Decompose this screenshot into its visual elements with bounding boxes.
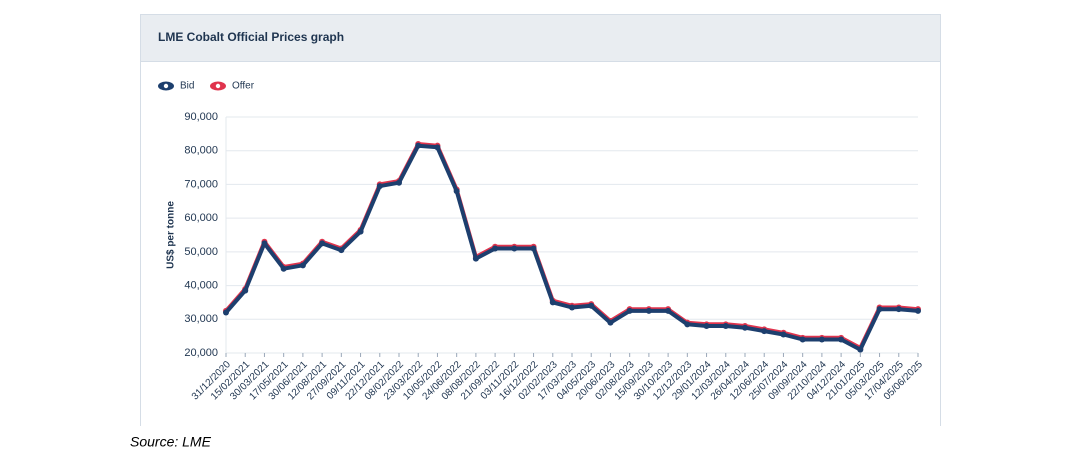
point bbox=[915, 307, 921, 314]
point bbox=[761, 328, 768, 335]
y-tick-label: 40,000 bbox=[184, 279, 218, 291]
point bbox=[684, 321, 691, 328]
y-tick-label: 20,000 bbox=[184, 347, 218, 359]
point bbox=[376, 183, 383, 190]
y-tick-label: 60,000 bbox=[184, 212, 218, 224]
point bbox=[415, 142, 422, 149]
legend-icon-pupil bbox=[215, 83, 221, 89]
point bbox=[453, 188, 460, 195]
point bbox=[838, 336, 845, 343]
page-bottom bbox=[0, 426, 1086, 463]
y-tick-label: 90,000 bbox=[184, 111, 218, 123]
point bbox=[338, 247, 345, 254]
y-tick-label: 30,000 bbox=[184, 313, 218, 325]
legend-icon-pupil bbox=[163, 83, 169, 89]
point bbox=[299, 262, 306, 269]
point bbox=[319, 240, 326, 247]
point bbox=[242, 287, 249, 294]
point bbox=[895, 306, 902, 313]
point bbox=[434, 144, 441, 151]
point bbox=[511, 245, 518, 252]
point bbox=[722, 323, 729, 330]
point bbox=[780, 331, 787, 338]
point bbox=[742, 324, 748, 331]
y-tick-label: 80,000 bbox=[184, 145, 218, 157]
point bbox=[261, 240, 268, 247]
source: Source: LME bbox=[130, 434, 212, 450]
point bbox=[569, 304, 575, 311]
point bbox=[818, 336, 825, 343]
y-axis-label: US$ per tonne bbox=[166, 201, 177, 269]
y-tick-label: 70,000 bbox=[184, 178, 218, 190]
legend-label: Offer bbox=[232, 81, 255, 92]
point bbox=[472, 255, 479, 262]
card bbox=[140, 14, 941, 435]
y-tick-label: 50,000 bbox=[184, 246, 218, 258]
point bbox=[857, 346, 864, 353]
card-header bbox=[141, 15, 940, 61]
point bbox=[607, 319, 614, 326]
point bbox=[223, 309, 229, 316]
point bbox=[876, 306, 883, 313]
point bbox=[588, 302, 595, 309]
point bbox=[626, 307, 633, 314]
point bbox=[549, 299, 556, 306]
point bbox=[492, 245, 499, 252]
point bbox=[530, 245, 537, 252]
point bbox=[703, 323, 710, 330]
point bbox=[280, 265, 287, 272]
point bbox=[645, 307, 652, 314]
point bbox=[799, 336, 806, 343]
point bbox=[396, 179, 402, 186]
legend-label: Bid bbox=[180, 81, 194, 92]
point bbox=[665, 307, 672, 314]
point bbox=[357, 228, 364, 235]
chart-title: LME Cobalt Official Prices graph bbox=[158, 30, 344, 44]
